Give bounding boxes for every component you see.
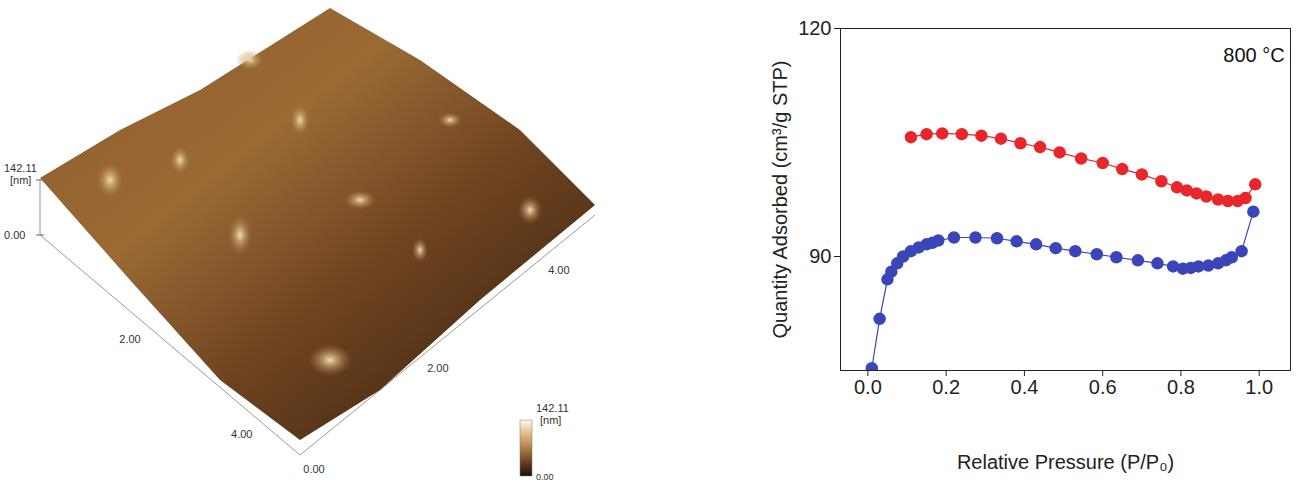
svg-text:4.00: 4.00: [548, 264, 569, 276]
svg-text:142.11: 142.11: [536, 402, 569, 414]
svg-text:[nm]: [nm]: [10, 174, 31, 186]
svg-text:4.00: 4.00: [231, 428, 252, 440]
svg-text:120: 120: [798, 17, 831, 39]
svg-text:90: 90: [809, 245, 831, 267]
svg-text:0.00: 0.00: [303, 463, 324, 475]
svg-text:0.0: 0.0: [854, 376, 882, 398]
svg-text:800 °C: 800 °C: [1223, 44, 1284, 66]
svg-text:142.11: 142.11: [4, 162, 37, 174]
svg-text:0.4: 0.4: [1011, 376, 1039, 398]
svg-text:2.00: 2.00: [119, 333, 140, 345]
svg-text:0.2: 0.2: [932, 376, 960, 398]
svg-text:1.0: 1.0: [1245, 376, 1273, 398]
svg-text:Quantity Adsorbed (cm³/g STP): Quantity Adsorbed (cm³/g STP): [769, 61, 791, 339]
svg-text:2.00: 2.00: [427, 362, 448, 374]
svg-text:Relative Pressure (P/P₀): Relative Pressure (P/P₀): [957, 451, 1174, 473]
svg-text:0.8: 0.8: [1167, 376, 1195, 398]
svg-text:0.00: 0.00: [4, 229, 25, 241]
svg-text:0.00: 0.00: [536, 472, 554, 482]
svg-text:[nm]: [nm]: [540, 414, 561, 426]
svg-text:0.6: 0.6: [1089, 376, 1117, 398]
